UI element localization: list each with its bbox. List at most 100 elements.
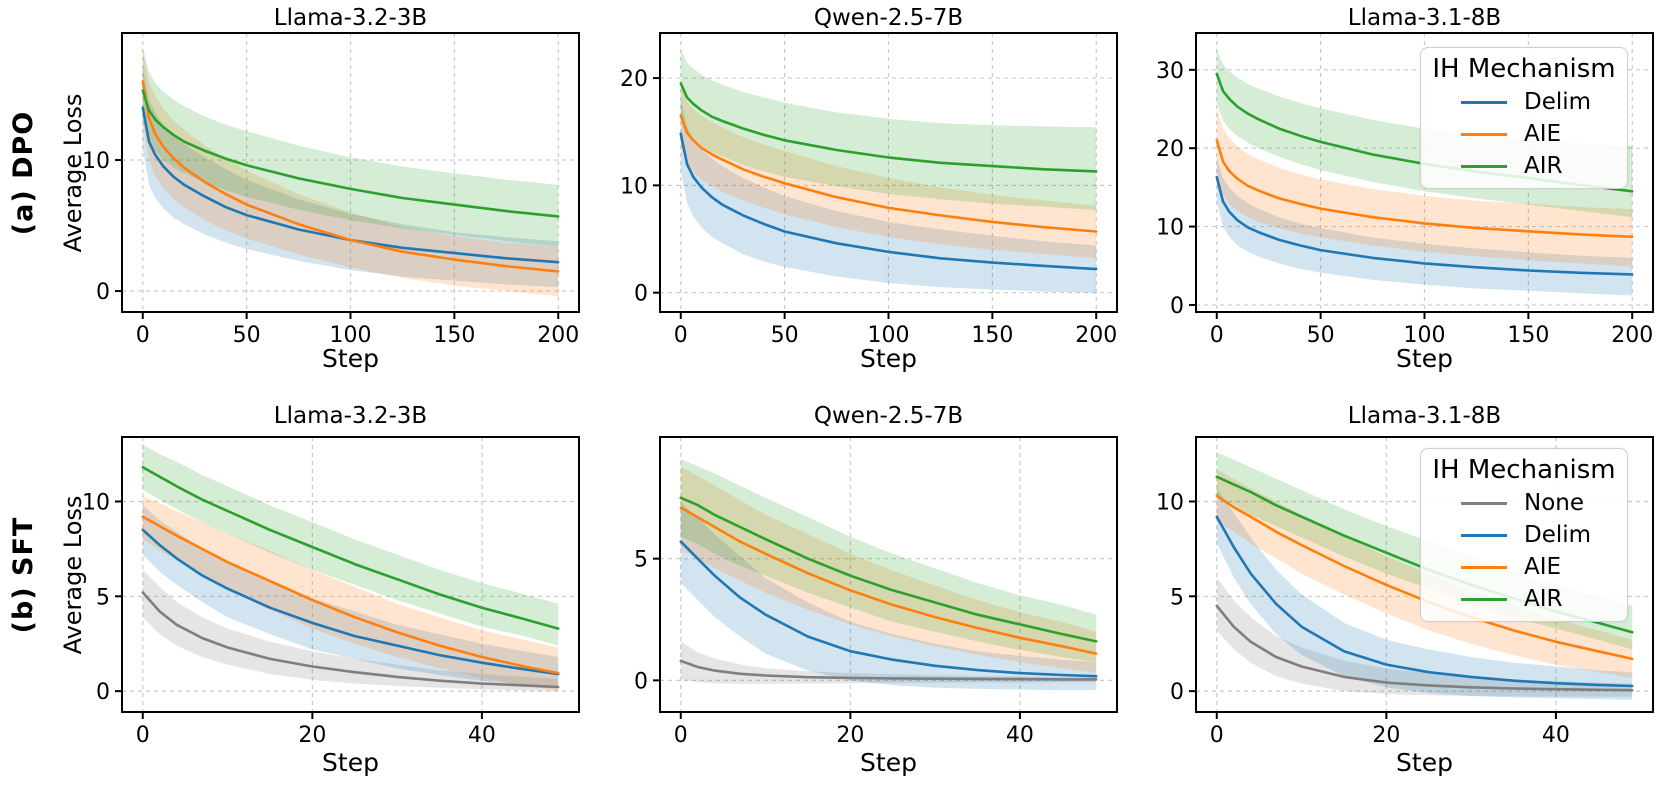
- x-tick-label: 40: [468, 723, 496, 748]
- legend-entry-label: AIR: [1524, 586, 1563, 612]
- x-tick-label: 0: [674, 323, 688, 348]
- series-line-air: [141, 89, 560, 218]
- series-line-aie: [141, 515, 560, 675]
- subplot-title: Qwen-2.5-7B: [813, 403, 964, 429]
- series-line-delim: [679, 132, 1098, 271]
- y-tick-label: 20: [1156, 137, 1184, 162]
- confidence-band-aie: [680, 84, 1097, 259]
- confidence-band-aie: [680, 466, 1097, 674]
- legend-sft: IH Mechanism None Delim AIE AIR: [1420, 448, 1628, 622]
- legend-entry-delim: Delim: [1421, 519, 1627, 551]
- series-line-aie: [1215, 139, 1634, 239]
- legend-entry-aie: AIE: [1421, 118, 1627, 150]
- x-tick-label: 200: [537, 323, 579, 348]
- x-tick-label: 50: [233, 323, 261, 348]
- x-tick-label: 0: [1210, 323, 1224, 348]
- y-tick-label: 0: [634, 669, 648, 694]
- series-line-delim: [679, 540, 1098, 678]
- confidence-band-air: [142, 444, 559, 646]
- legend-entry-label: AIR: [1524, 153, 1563, 179]
- legend-title: IH Mechanism: [1432, 455, 1616, 485]
- legend-entry-none: None: [1421, 487, 1627, 519]
- legend-entry-label: None: [1524, 490, 1585, 516]
- confidence-band-delim: [1216, 488, 1633, 700]
- series-line-air: [679, 82, 1098, 173]
- series-line-air: [679, 496, 1098, 643]
- y-tick-label: 0: [1170, 294, 1184, 319]
- row-label-dpo: (a) DPO: [8, 110, 39, 236]
- series-line-aie: [679, 114, 1098, 233]
- legend-entry-aie: AIE: [1421, 551, 1627, 583]
- x-tick-label: 0: [136, 323, 150, 348]
- subplot-qwen-2.5-7b-sft: 0 20 40 0 5: [634, 436, 1118, 748]
- row-label-sft: (b) SFT: [8, 516, 39, 634]
- plot-area: [141, 47, 560, 297]
- confidence-band-delim: [142, 65, 559, 288]
- y-tick-label: 10: [1156, 216, 1184, 241]
- legend-entry-delim: Delim: [1421, 86, 1627, 118]
- legend-entry-label: AIE: [1524, 554, 1562, 580]
- legend-line-sample: [1461, 501, 1507, 505]
- subplot-title: Llama-3.1-8B: [1347, 403, 1502, 429]
- x-tick-label: 100: [868, 323, 910, 348]
- legend-line-sample: [1461, 164, 1507, 168]
- y-tick-label: 10: [82, 149, 110, 174]
- series-line-aie: [1215, 494, 1634, 661]
- y-tick-label: 0: [1170, 680, 1184, 705]
- subplot-qwen-2.5-7b-dpo: 0 50 100 150 200 0 10 20: [620, 32, 1118, 348]
- confidence-band-none: [142, 569, 559, 692]
- series-line-delim: [141, 106, 560, 264]
- y-tick-label: 5: [1170, 585, 1184, 610]
- confidence-band-delim: [680, 98, 1097, 293]
- subplot-llama-3.2-3b-sft: 0 20 40 0 5 10: [82, 436, 580, 748]
- x-tick-label: 50: [1307, 323, 1335, 348]
- subplot-llama-3.2-3b-dpo: 0 50 100 150 200 0 10: [82, 32, 580, 348]
- subplot-title: Qwen-2.5-7B: [813, 5, 964, 31]
- y-tick-label: 10: [1156, 490, 1184, 515]
- y-tick-label: 5: [96, 585, 110, 610]
- x-tick-label: 20: [836, 723, 864, 748]
- x-tick-label: 40: [1542, 723, 1570, 748]
- series-line-delim: [1215, 175, 1634, 276]
- x-tick-label: 50: [771, 323, 799, 348]
- series-line-none: [679, 659, 1098, 681]
- x-tick-label: 0: [1210, 723, 1224, 748]
- confidence-band-air: [142, 47, 559, 247]
- x-tick-label: 100: [330, 323, 372, 348]
- subplot-title: Llama-3.1-8B: [1347, 5, 1502, 31]
- x-tick-label: 150: [971, 323, 1013, 348]
- x-tick-label: 20: [1372, 723, 1400, 748]
- legend-entry-label: AIE: [1524, 121, 1562, 147]
- x-tick-label: 20: [298, 723, 326, 748]
- legend-line-sample: [1461, 100, 1507, 104]
- plot-frame: [1195, 436, 1654, 713]
- x-axis-label: Step: [322, 748, 379, 777]
- plot-frame: [659, 436, 1118, 713]
- confidence-band-delim: [680, 502, 1097, 691]
- series-line-aie: [679, 506, 1098, 655]
- series-line-delim: [1215, 515, 1634, 688]
- confidence-band-none: [1216, 577, 1633, 697]
- legend-entry-air: AIR: [1421, 150, 1627, 182]
- series-line-delim: [141, 528, 560, 676]
- x-axis-label: Step: [860, 748, 917, 777]
- subplot-title: Llama-3.2-3B: [273, 5, 428, 31]
- confidence-band-none: [680, 641, 1097, 684]
- x-tick-label: 100: [1404, 323, 1446, 348]
- confidence-band-air: [680, 458, 1097, 663]
- y-tick-label: 20: [620, 67, 648, 92]
- series-line-none: [141, 591, 560, 689]
- series-line-air: [141, 466, 560, 630]
- x-tick-label: 150: [433, 323, 475, 348]
- legend-line-sample: [1461, 132, 1507, 136]
- y-tick-label: 30: [1156, 59, 1184, 84]
- y-axis-label-sft: Average Loss: [59, 495, 87, 655]
- plot-area: [679, 49, 1098, 293]
- x-tick-label: 40: [1006, 723, 1034, 748]
- legend-line-sample: [1461, 533, 1507, 537]
- confidence-band-aie: [142, 495, 559, 692]
- series-line-none: [1215, 604, 1634, 692]
- x-axis-label: Step: [860, 344, 917, 373]
